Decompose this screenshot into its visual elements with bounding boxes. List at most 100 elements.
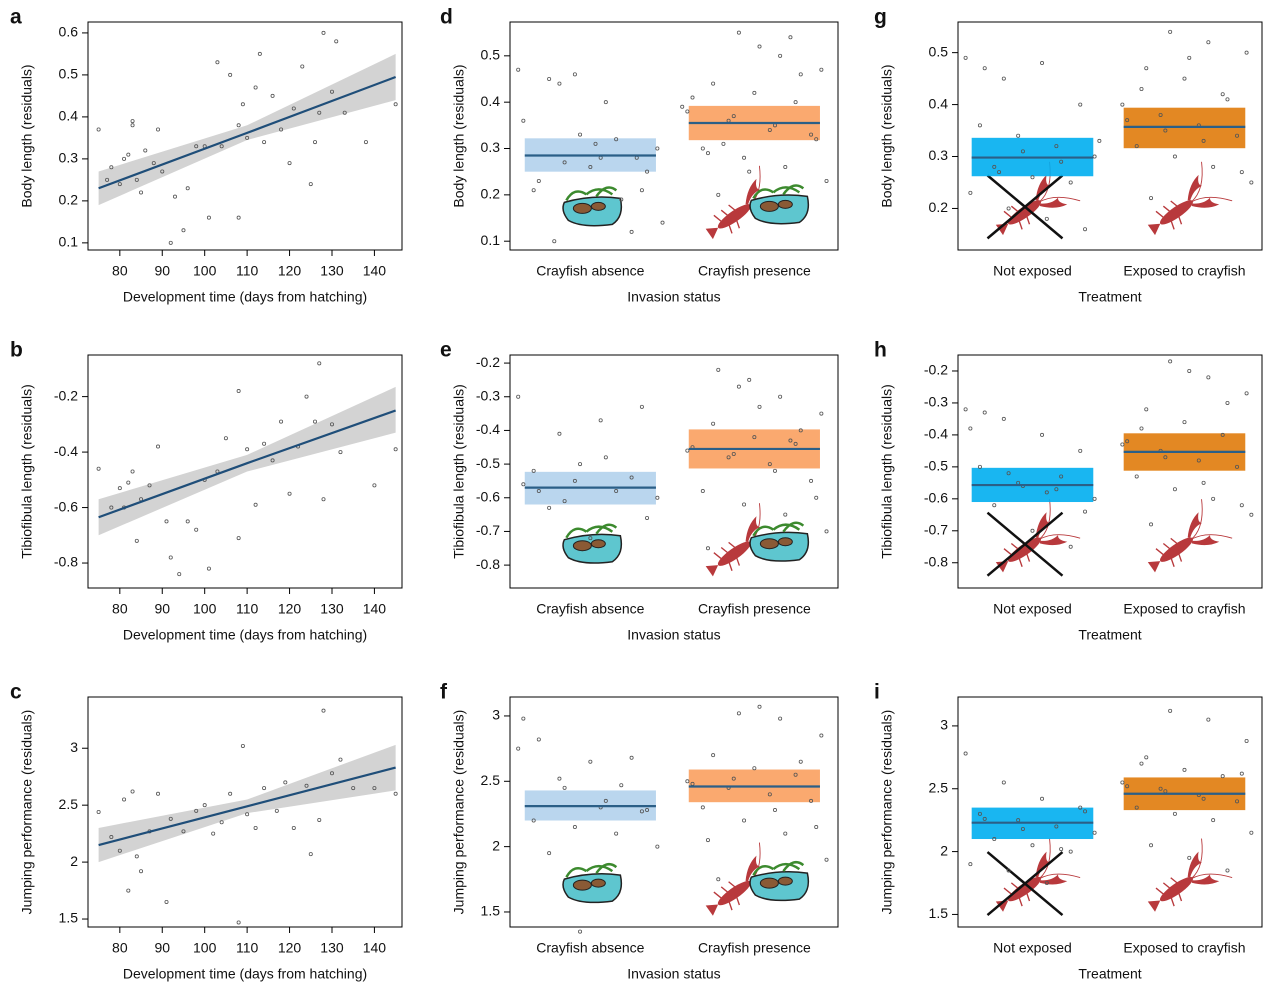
data-point	[619, 783, 624, 788]
data-point	[1149, 843, 1154, 848]
data-point	[151, 161, 156, 166]
crayfish-leg	[1017, 893, 1023, 907]
crayfish-tail	[995, 223, 1009, 236]
crayfish-body	[1159, 537, 1193, 562]
data-point	[130, 469, 135, 474]
data-point	[338, 757, 343, 762]
y-tick-label: 3	[70, 739, 78, 755]
data-point	[1040, 432, 1045, 437]
data-point	[393, 447, 398, 452]
panel-letter: c	[10, 681, 22, 704]
data-point	[992, 164, 997, 169]
y-tick-label: -0.8	[476, 556, 500, 572]
data-point	[992, 837, 997, 842]
data-point	[1006, 868, 1011, 873]
data-point	[1220, 92, 1225, 97]
pond-egg	[590, 201, 606, 211]
data-point	[982, 816, 987, 821]
data-point	[1235, 133, 1240, 138]
data-point	[351, 786, 356, 791]
data-point	[279, 419, 284, 424]
data-point	[557, 431, 562, 436]
data-point	[629, 755, 634, 760]
y-tick-label: 0.2	[59, 192, 79, 208]
data-point	[639, 809, 644, 814]
fit-line	[98, 766, 396, 847]
data-point	[1139, 426, 1144, 431]
pond-plant	[565, 523, 618, 539]
y-axis-label: Body length (residuals)	[19, 64, 35, 207]
x-tick-label: 80	[112, 263, 128, 279]
crayfish-claw	[745, 516, 760, 542]
data-point	[814, 825, 819, 830]
data-point	[793, 100, 798, 105]
data-point	[1168, 359, 1173, 364]
x-tick-label: Not exposed	[993, 263, 1072, 279]
y-tick-label: 0.2	[481, 186, 501, 202]
crayfish-claw	[1039, 534, 1068, 546]
y-tick-label: 3	[940, 717, 948, 733]
data-point	[329, 89, 334, 94]
y-tick-label: -0.5	[924, 458, 948, 474]
data-point	[308, 182, 313, 187]
crayfish-leg	[713, 214, 725, 225]
data-point	[1235, 464, 1240, 469]
crayfish-claw	[1187, 851, 1202, 878]
crayfish-icon	[995, 838, 1081, 912]
pond-egg	[777, 537, 793, 547]
crayfish-leg	[1010, 882, 1022, 892]
data-point	[1068, 544, 1073, 549]
data-point	[798, 428, 803, 433]
data-point	[767, 462, 772, 467]
crayfish-tail	[1147, 223, 1161, 236]
data-point	[194, 144, 199, 149]
data-point	[117, 486, 122, 491]
x-tick-label: 90	[154, 601, 170, 617]
crayfish-leg	[1155, 210, 1167, 221]
y-axis-label: Tibiofibula length (residuals)	[19, 384, 35, 559]
crayfish-leg	[1170, 200, 1182, 210]
data-point	[1244, 50, 1249, 55]
crayfish-tail	[995, 561, 1009, 573]
data-point	[223, 436, 228, 441]
data-point	[164, 899, 169, 904]
x-tick-label: Not exposed	[993, 940, 1072, 956]
x-tick-label: 140	[363, 940, 387, 956]
data-point	[245, 135, 250, 140]
data-point	[772, 468, 777, 473]
data-point	[982, 66, 987, 71]
data-point	[536, 489, 541, 494]
data-point	[1059, 159, 1064, 164]
data-point	[342, 110, 347, 115]
data-point	[274, 808, 279, 813]
pond-icon	[749, 860, 810, 902]
data-point	[168, 555, 173, 560]
x-tick-label: Exposed to crayfish	[1123, 601, 1245, 617]
plot-frame	[509, 696, 839, 928]
crayfish-leg	[1155, 548, 1167, 558]
data-point	[819, 411, 824, 416]
crayfish-leg	[720, 546, 732, 557]
data-point	[752, 766, 757, 771]
data-point	[1030, 528, 1035, 533]
data-point	[109, 835, 114, 840]
data-point	[245, 447, 250, 452]
data-point	[1078, 102, 1083, 107]
x-tick-label: Exposed to crayfish	[1123, 263, 1245, 279]
data-point	[593, 141, 598, 146]
y-tick-label: 1.5	[481, 903, 501, 919]
panel-letter: e	[440, 339, 452, 362]
data-point	[1054, 144, 1059, 149]
pond-shape	[749, 194, 810, 225]
data-point	[977, 123, 982, 128]
data-point	[1206, 40, 1211, 45]
data-point	[1144, 66, 1149, 71]
data-point	[1083, 809, 1088, 814]
data-point	[262, 140, 267, 145]
data-point	[1172, 154, 1177, 159]
panel-letter: a	[10, 6, 22, 29]
data-point	[809, 132, 814, 137]
data-point	[521, 118, 526, 123]
y-tick-label: -0.5	[476, 455, 500, 471]
confidence-band	[98, 53, 396, 206]
